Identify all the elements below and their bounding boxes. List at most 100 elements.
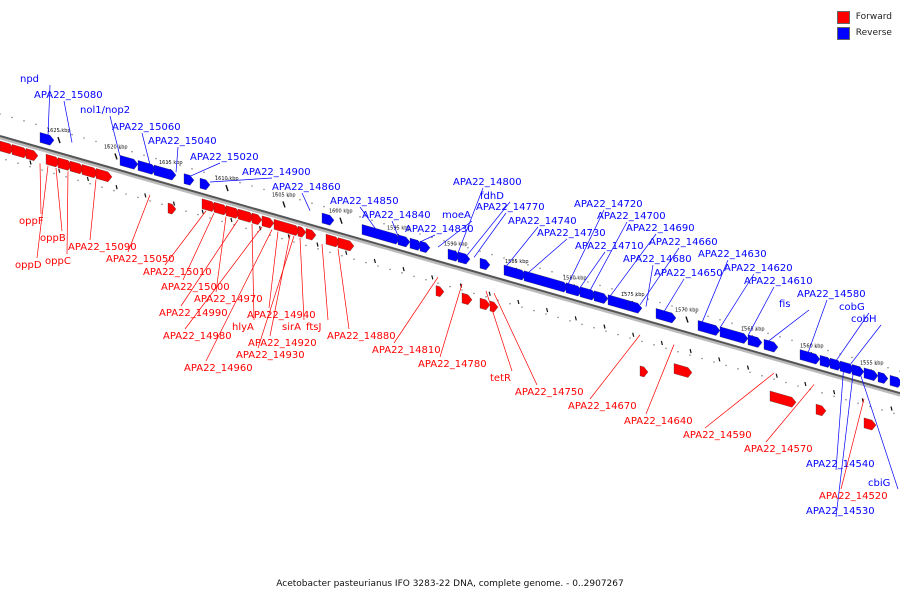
ruler-dot — [677, 350, 679, 353]
minor-tick — [603, 324, 606, 329]
forward-gene-label: APA22_15090 — [68, 242, 137, 253]
reverse-leader — [109, 115, 121, 157]
tick-label: 1625 kbp — [47, 128, 71, 134]
reverse-leader — [473, 212, 507, 258]
ruler-dot — [251, 185, 253, 187]
forward-leader — [36, 165, 49, 259]
ruler-dot — [431, 236, 433, 239]
forward-leader — [765, 384, 815, 443]
ruler-dot — [209, 217, 211, 219]
ruler-dot — [641, 340, 643, 343]
ruler-dot — [347, 212, 349, 215]
reverse-leader — [466, 201, 511, 256]
forward-leader — [127, 194, 151, 253]
reverse-leader — [579, 251, 606, 288]
minor-tick — [115, 185, 118, 190]
forward-gene-label: APA22_14810 — [372, 345, 441, 356]
ruler-dot — [371, 219, 373, 222]
reverse-gene — [627, 300, 643, 314]
legend-label-reverse: Reverse — [855, 28, 892, 38]
minor-tick — [201, 209, 204, 214]
ruler-dot — [719, 318, 721, 321]
ruler-dot — [311, 202, 313, 204]
ruler-dot — [407, 229, 409, 232]
forward-swatch — [836, 10, 850, 24]
ruler-dot — [467, 246, 469, 249]
ruler-dot — [869, 405, 871, 408]
ruler-dot — [413, 275, 415, 278]
ruler-dot — [161, 203, 163, 206]
minor-tick — [546, 308, 549, 313]
ruler-dot — [89, 182, 91, 185]
reverse-leader — [63, 100, 73, 143]
forward-gene-label: APA22_14570 — [744, 444, 813, 455]
tick-label: 1565 kbp — [741, 326, 765, 332]
minor-tick — [890, 406, 893, 411]
ruler-dot — [395, 226, 397, 228]
forward-gene-label: APA22_14980 — [163, 331, 232, 342]
ruler-dot — [635, 294, 637, 297]
ruler-dot — [41, 169, 43, 171]
ruler-dot — [725, 364, 727, 367]
ruler-dot — [83, 137, 85, 139]
reverse-gene-label: APA22_14900 — [242, 167, 311, 178]
ruler-dot — [545, 313, 547, 315]
ruler-dot — [581, 323, 583, 326]
reverse-gene-label: APA22_14540 — [806, 459, 875, 470]
reverse-leader — [589, 221, 628, 291]
ruler-dot — [95, 140, 97, 143]
ruler-dot — [773, 378, 775, 380]
reverse-gene-label: APA22_15080 — [34, 90, 103, 101]
reverse-gene — [39, 132, 55, 146]
ruler-dot — [695, 312, 697, 314]
ruler-dot — [713, 361, 715, 363]
reverse-leader — [457, 187, 484, 253]
forward-gene-label: ftsJ — [306, 322, 321, 333]
reverse-leader — [419, 234, 436, 243]
ruler-dot — [53, 172, 55, 175]
ruler-dot — [65, 176, 67, 178]
forward-gene-label: APA22_14960 — [184, 363, 253, 374]
reverse-gene-label: APA22_14620 — [724, 263, 793, 274]
reverse-gene-label: APA22_14580 — [797, 289, 866, 300]
forward-leader — [55, 167, 63, 232]
minor-tick — [144, 193, 147, 198]
reverse-gene — [579, 286, 597, 301]
reverse-gene-label: APA22_14720 — [574, 199, 643, 210]
minor-tick — [86, 176, 89, 182]
reverse-leader — [849, 324, 882, 366]
reverse-leader — [835, 312, 870, 362]
ruler-dot — [383, 222, 385, 225]
minor-tick — [833, 390, 836, 395]
reverse-leader — [209, 177, 273, 183]
ruler-dot — [851, 356, 853, 359]
forward-leader — [180, 219, 239, 307]
reverse-leader — [719, 273, 755, 328]
ruler-dot — [593, 326, 595, 329]
minor-tick — [488, 291, 491, 296]
ruler-dot — [221, 220, 223, 223]
ruler-dot — [425, 278, 427, 281]
forward-gene-label: tetR — [490, 373, 511, 384]
ruler-dot — [23, 120, 25, 122]
ruler-dot — [101, 186, 103, 188]
tick-mark — [57, 136, 61, 144]
ruler-dot — [779, 336, 781, 338]
reverse-gene — [397, 234, 411, 248]
forward-leader — [39, 163, 42, 215]
reverse-leader — [527, 238, 568, 274]
forward-leader — [337, 248, 350, 330]
ruler-dot — [599, 284, 601, 287]
tick-mark — [225, 184, 229, 192]
ruler-dot — [551, 270, 553, 273]
tick-label: 1560 kbp — [800, 343, 824, 349]
forward-gene — [863, 417, 877, 431]
tick-label: 1590 kbp — [444, 242, 468, 248]
forward-gene-label: APA22_14920 — [248, 338, 317, 349]
forward-gene-label: APA22_14780 — [418, 359, 487, 370]
reverse-leader — [835, 363, 845, 471]
forward-gene — [337, 237, 355, 252]
tick-label: 1570 kbp — [675, 308, 699, 314]
reverse-gene-label: cbiG — [868, 478, 890, 489]
ruler-dot — [341, 254, 343, 257]
